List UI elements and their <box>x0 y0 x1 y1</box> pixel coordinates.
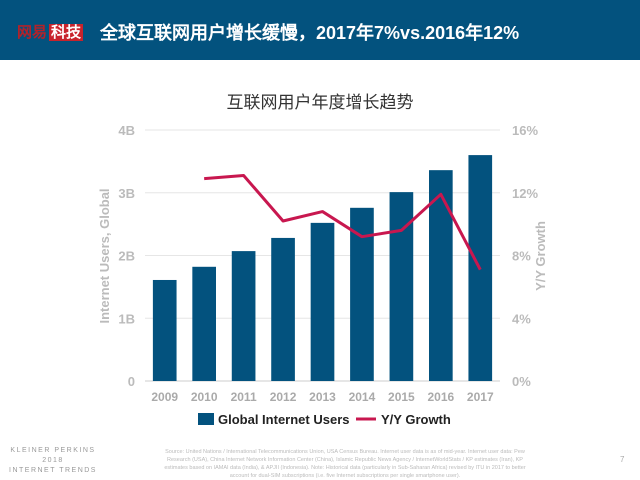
y2-tick-label: 0% <box>512 374 531 389</box>
x-tick-label: 2009 <box>151 390 178 404</box>
y-tick-label: 2B <box>118 249 135 264</box>
bar-2009 <box>152 279 177 381</box>
legend-bar-swatch <box>198 413 214 425</box>
y-tick-label: 1B <box>118 311 135 326</box>
x-tick-label: 2010 <box>191 390 218 404</box>
bar-2012 <box>271 237 295 381</box>
y2-tick-label: 8% <box>512 249 531 264</box>
legend-bar-label: Global Internet Users <box>218 412 349 427</box>
y-tick-label: 0 <box>128 374 135 389</box>
bar-2011 <box>231 251 256 381</box>
x-tick-label: 2017 <box>467 390 494 404</box>
y2-tick-label: 12% <box>512 186 538 201</box>
y2-tick-label: 4% <box>512 311 531 326</box>
page-number: 7 <box>620 455 625 464</box>
header-bar: 网易 科技 全球互联网用户增长缓慢，2017年7%vs.2016年12% <box>0 0 640 60</box>
y-axis-label: Internet Users, Global <box>97 188 112 323</box>
x-tick-label: 2012 <box>270 390 297 404</box>
y2-axis-label: Y/Y Growth <box>533 221 548 291</box>
bar-2016 <box>429 170 453 381</box>
kp-logo: KLEINER PERKINS 2018 INTERNET TRENDS <box>9 447 97 474</box>
y-tick-label: 3B <box>118 186 135 201</box>
bar-2014 <box>350 207 374 381</box>
growth-line <box>204 173 482 271</box>
slide-title: 全球互联网用户增长缓慢，2017年7%vs.2016年12% <box>100 23 520 43</box>
source-note: Source: United Nations / International T… <box>164 449 526 479</box>
x-tick-label: 2013 <box>309 390 336 404</box>
x-tick-label: 2015 <box>388 390 415 404</box>
x-tick-label: 2011 <box>231 390 257 404</box>
bar-2013 <box>310 222 335 381</box>
brand-logo: 网易 科技 <box>17 21 84 42</box>
x-tick-label: 2014 <box>349 390 376 404</box>
x-tick-label: 2016 <box>427 390 454 404</box>
chart-title: 互联网用户年度增长趋势 <box>226 93 414 112</box>
bar-2010 <box>192 266 216 381</box>
brand-tag: 科技 <box>49 24 84 41</box>
bar-2015 <box>389 192 414 381</box>
y-tick-label: 4B <box>118 123 135 138</box>
y2-tick-label: 16% <box>512 123 538 138</box>
legend-line-label: Y/Y Growth <box>381 412 451 427</box>
brand-name: 网易 <box>17 24 48 41</box>
